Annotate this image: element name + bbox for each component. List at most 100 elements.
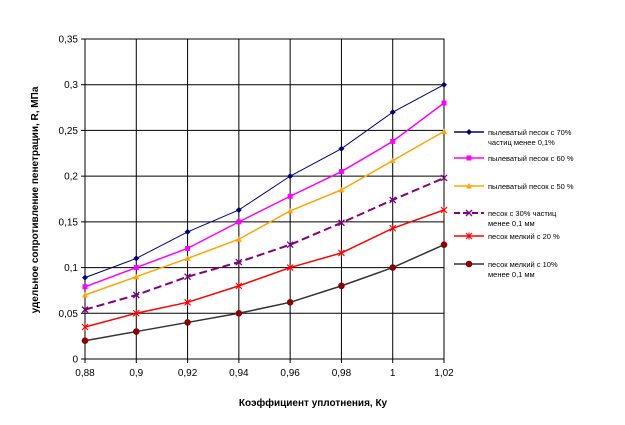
data-point [132, 309, 140, 317]
data-point [184, 319, 191, 326]
legend-label: частиц менее 0,1% [488, 138, 555, 147]
data-point [184, 273, 192, 281]
data-point [82, 284, 88, 290]
data-point [81, 337, 89, 345]
series-2 [82, 100, 447, 290]
series-line [84, 244, 445, 342]
y-tick-label: 0,3 [64, 80, 78, 91]
grid [85, 39, 444, 359]
legend-swatch-marker [466, 129, 472, 135]
series-line [84, 177, 445, 311]
data-point [287, 173, 294, 180]
series-line [84, 102, 445, 288]
legend-item: пылеватый песок с 70%частиц менее 0,1% [454, 128, 572, 147]
x-tick-label: 0,92 [178, 368, 198, 379]
y-tick-label: 0,35 [59, 35, 79, 46]
data-point [338, 249, 345, 257]
data-point [235, 309, 243, 317]
series-6 [81, 241, 448, 345]
y-tick-label: 0 [72, 355, 78, 366]
x-tick-label: 0,96 [280, 368, 300, 379]
data-point [389, 224, 397, 232]
legend-swatch-marker [466, 183, 472, 189]
x-axis-title: Коэффициент уплотнения, Ку [239, 397, 388, 409]
data-point [441, 100, 447, 106]
data-point [184, 228, 191, 235]
data-point [235, 258, 243, 266]
series-1 [82, 81, 447, 281]
x-tick-label: 0,98 [332, 368, 352, 379]
legend-label: пылеватый песок с 70% [488, 128, 572, 137]
legend-label: песок мелкий с 10% [488, 260, 558, 269]
data-point [286, 299, 294, 306]
series-line [84, 84, 445, 279]
series-line [84, 130, 445, 296]
data-point [440, 241, 448, 249]
legend-label: менее 0,1 мм [488, 270, 535, 279]
series-layer [81, 81, 448, 345]
data-point [338, 282, 345, 290]
data-point [235, 206, 242, 213]
legend-item: песок мелкий с 10%менее 0,1 мм [454, 260, 558, 279]
legend-swatch-marker [465, 260, 473, 268]
data-point [133, 255, 140, 262]
data-point [338, 169, 344, 175]
legend-item: пылеватый песок с 50 % [454, 182, 574, 191]
data-point [389, 157, 396, 164]
legend-item: пылеватый песок с 60 % [454, 154, 574, 163]
data-point [184, 298, 191, 306]
y-tick-label: 0,1 [64, 263, 78, 274]
data-point [185, 245, 191, 251]
legend-label: пылеватый песок с 60 % [488, 154, 574, 163]
y-tick-label: 0,25 [59, 126, 79, 137]
legend-item: песок мелкий с 20 % [454, 232, 560, 241]
data-point [389, 264, 397, 271]
x-tick-label: 1 [390, 368, 396, 379]
series-5 [81, 206, 448, 331]
legend: пылеватый песок с 70%частиц менее 0,1%пы… [454, 128, 574, 279]
data-point [286, 264, 294, 272]
data-point [184, 255, 191, 261]
series-3 [82, 128, 447, 298]
x-tick-label: 0,94 [229, 368, 249, 379]
legend-swatch-marker [465, 232, 473, 240]
data-point [81, 323, 89, 331]
data-point [287, 207, 294, 214]
axis-ticks: 0 0,05 0,1 0,15 0,2 0,25 0,3 0,35 0,88 0,9 0,92 0,9… [59, 35, 455, 380]
data-point [81, 306, 89, 314]
x-tick-label: 1,02 [434, 368, 454, 379]
data-point [132, 291, 140, 299]
data-point [338, 145, 345, 152]
legend-swatch-marker [466, 155, 472, 161]
data-point [441, 81, 447, 88]
series-line [84, 209, 445, 328]
data-point [287, 193, 293, 199]
data-point [82, 292, 88, 298]
data-point [235, 236, 242, 242]
legend-label: песок мелкий с 20 % [488, 232, 560, 241]
data-point [337, 219, 345, 227]
y-tick-label: 0,05 [59, 309, 79, 320]
data-point [133, 273, 140, 280]
data-point [441, 128, 447, 134]
data-point [338, 186, 345, 193]
x-tick-label: 0,88 [75, 368, 95, 379]
y-tick-label: 0,2 [64, 172, 78, 183]
data-point [235, 282, 243, 290]
plot-area [84, 38, 445, 360]
legend-swatch-marker [465, 209, 473, 217]
data-point [440, 206, 448, 214]
data-point [133, 265, 139, 271]
y-axis-title: удельное сопротивление пенетрации, R, МП… [30, 86, 41, 313]
data-point [389, 196, 397, 204]
series-4 [81, 174, 448, 314]
data-point [286, 241, 294, 249]
legend-label: пылеватый песок с 50 % [488, 182, 574, 191]
data-point [390, 138, 396, 144]
data-point [440, 174, 448, 182]
data-point [132, 328, 140, 335]
y-tick-label: 0,15 [59, 217, 79, 228]
legend-label: менее 0,1 мм [488, 219, 535, 228]
